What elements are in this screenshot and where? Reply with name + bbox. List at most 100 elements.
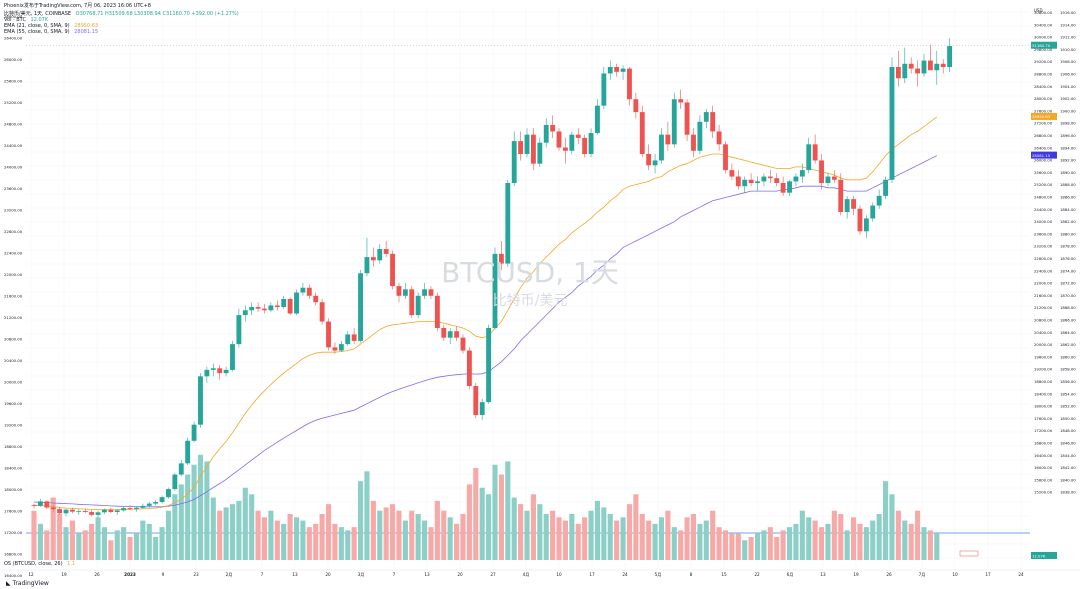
vol-legend[interactable]: Vol · BTC 12.07K: [4, 17, 51, 23]
candle-body: [620, 68, 626, 72]
volume-bar: [460, 514, 466, 560]
volume-bar: [633, 494, 639, 560]
candle-body: [799, 170, 805, 177]
volume-bar: [620, 517, 626, 560]
price-tick-label: 25600.00: [1034, 170, 1053, 175]
candle-body: [819, 160, 824, 183]
os-value-box: [959, 550, 979, 557]
candle-body: [614, 67, 620, 72]
volume-bar: [614, 520, 620, 560]
candle-body: [159, 497, 165, 502]
candle-body: [831, 176, 837, 180]
volume-bar: [684, 517, 690, 560]
vol-price-label: 12.07K: [1032, 553, 1046, 558]
candle-body: [134, 507, 139, 510]
os-legend[interactable]: OS (BTCUSD, close, 26) 1.1: [4, 561, 78, 567]
time-tick-label: 26: [886, 572, 892, 577]
time-tick-label: 10: [952, 572, 958, 577]
candle-body: [735, 176, 741, 187]
candle-body: [351, 334, 357, 341]
candle-body: [230, 344, 235, 370]
volume-bar: [338, 527, 344, 560]
symbol-text[interactable]: 比特币/美元, 1天, COINBASE: [4, 11, 72, 17]
volume-bar: [204, 461, 210, 560]
candle-body: [338, 344, 344, 351]
candle-body: [940, 63, 946, 67]
candle-body: [37, 501, 43, 506]
candle-body: [607, 67, 613, 74]
volume-bar: [908, 523, 914, 560]
price-tick-label: 16400.00: [1034, 453, 1053, 458]
volume-bar: [364, 471, 370, 560]
candle-body: [89, 511, 95, 515]
volume-bar: [274, 520, 280, 560]
volume-bar: [505, 461, 511, 560]
candle-body: [127, 508, 133, 510]
candle-body: [294, 292, 299, 314]
time-axis[interactable]: 12 19 26 2023 9 23 2月 7 13 20 3月 7 13 20 27 4月 10 17 24 5月 8…: [0, 569, 1080, 578]
volume-bar: [293, 517, 300, 560]
volume-bar: [31, 510, 37, 560]
volume-bar: [518, 504, 524, 560]
secondary-tick-label: 1878.00: [1060, 244, 1076, 249]
time-tick-label: 17: [589, 572, 595, 577]
candle-body: [172, 474, 178, 490]
left-tick-label: 21200.00: [4, 315, 23, 320]
candle-body: [601, 73, 607, 106]
tradingview-logo[interactable]: ◣ TradingView: [6, 580, 49, 587]
volume-bar: [690, 514, 697, 560]
candle-body: [857, 208, 863, 232]
time-tick-label: 17: [985, 572, 991, 577]
ema21-legend[interactable]: EMA (21, close, 0, SMA, 9) 28950.63: [4, 23, 101, 29]
secondary-tick-label: 1894.00: [1060, 145, 1076, 150]
candle-body: [178, 463, 184, 475]
secondary-tick-label: 1846.00: [1060, 441, 1076, 446]
candle-body: [646, 154, 652, 166]
candle-body: [863, 218, 869, 232]
candle-body: [633, 99, 639, 113]
ema55-legend[interactable]: EMA (55, close, 0, SMA, 9) 28081.15: [4, 29, 101, 35]
volume-bar: [793, 523, 799, 560]
candle-body: [415, 295, 421, 316]
candle-body: [121, 508, 127, 511]
tv-logo-icon: ◣: [6, 580, 11, 587]
left-tick-label: 18400.00: [4, 466, 23, 471]
candle-body: [287, 299, 293, 314]
volume-bar: [895, 510, 901, 560]
secondary-tick-label: 1882.00: [1060, 219, 1076, 224]
time-tick-label: 3月: [358, 572, 365, 578]
candles: [31, 38, 953, 518]
price-axes[interactable]: 30800.00 30400.00 30000.00 29600.00 29200.00…: [4, 8, 1076, 578]
candle-body: [729, 170, 735, 177]
left-tick-label: 25200.00: [4, 100, 23, 105]
volume-bar: [492, 464, 498, 560]
price-tick-label: 20800.00: [1034, 318, 1053, 323]
secondary-tick-label: 1876.00: [1060, 256, 1076, 261]
tv-logo-text: TradingView: [12, 580, 49, 587]
candle-body: [806, 144, 812, 171]
volume-bar: [325, 504, 332, 560]
candle-body: [844, 199, 850, 212]
candle-body: [114, 510, 120, 512]
volume-bar: [716, 527, 722, 560]
secondary-tick-label: 1888.00: [1060, 182, 1076, 187]
candle-body: [326, 321, 331, 348]
price-tick-label: 17600.00: [1034, 416, 1053, 421]
price-tick-label: 21600.00: [1034, 293, 1053, 298]
volume-bar: [812, 520, 818, 560]
price-tick-label: 18400.00: [1034, 391, 1053, 396]
candle-body: [422, 289, 428, 296]
candle-body: [166, 489, 171, 498]
candle-body: [198, 376, 203, 425]
candle-body: [101, 509, 107, 513]
candle-body: [63, 509, 69, 514]
volume-bar: [607, 514, 613, 560]
candle-body: [505, 183, 511, 264]
volume-bar: [556, 517, 562, 560]
candle-body: [915, 68, 921, 74]
ema21-value: 28950.63: [74, 23, 99, 29]
volume-bar: [511, 497, 517, 560]
price-tick-label: 22000.00: [1034, 281, 1053, 286]
volume-bar: [466, 484, 472, 560]
